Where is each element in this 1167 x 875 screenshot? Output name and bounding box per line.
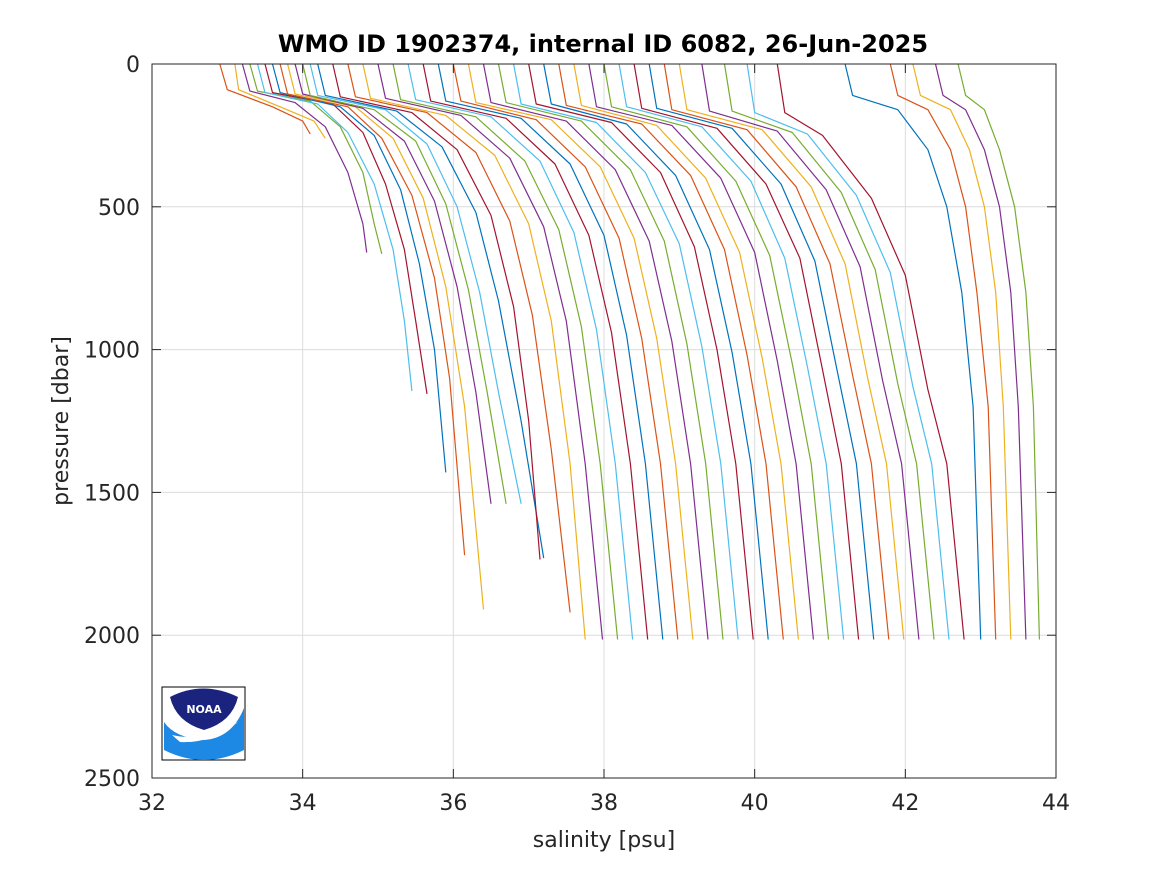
- profile-line-39: [723, 63, 935, 640]
- profile-line-19: [407, 63, 634, 640]
- logo-top-shape: [170, 688, 238, 730]
- profile-line-18: [392, 63, 619, 640]
- profile-lines: [219, 63, 1040, 640]
- x-tick-labels: 32 34 36 38 40 42 44: [138, 791, 1070, 816]
- profile-line-23: [467, 63, 694, 640]
- profile-line-8: [279, 63, 466, 556]
- profile-line-38: [701, 63, 920, 640]
- x-tick-label: 32: [138, 791, 166, 816]
- profile-line-22: [452, 63, 679, 640]
- profile-line-41: [776, 63, 965, 640]
- y-tick-label: 2000: [84, 624, 140, 649]
- x-tick-label: 36: [439, 791, 467, 816]
- profile-line-15: [347, 63, 571, 613]
- profile-line-30: [573, 63, 799, 640]
- profile-line-37: [678, 63, 905, 640]
- profile-line-17: [377, 63, 604, 640]
- profile-line-46: [957, 63, 1040, 640]
- noaa-logo: NOAA: [161, 686, 246, 761]
- y-tick-label: 2500: [84, 767, 140, 792]
- profile-line-35: [648, 63, 875, 640]
- profile-line-32: [603, 63, 830, 640]
- axis-ticks: [151, 63, 1057, 779]
- y-tick-label: 0: [126, 53, 140, 78]
- plot-frame: [151, 63, 1057, 779]
- profile-line-11: [302, 63, 507, 504]
- profile-line-26: [513, 63, 739, 640]
- y-axis-label: pressure [dbar]: [49, 336, 74, 506]
- profile-line-40: [746, 63, 950, 640]
- x-tick-label: 40: [741, 791, 769, 816]
- profile-line-24: [482, 63, 709, 640]
- profile-line-16: [362, 63, 586, 640]
- y-tick-label: 1500: [84, 481, 140, 506]
- logo-gull: [172, 722, 238, 743]
- profile-line-3: [241, 63, 368, 253]
- profile-line-33: [618, 63, 845, 640]
- profile-line-5: [256, 63, 413, 392]
- y-tick-labels: 0 500 1000 1500 2000 2500: [84, 53, 140, 792]
- profile-line-13: [317, 63, 545, 559]
- profile-line-6: [264, 63, 428, 394]
- profile-line-14: [332, 63, 541, 560]
- x-tick-label: 42: [891, 791, 919, 816]
- profile-line-44: [912, 63, 1012, 640]
- x-axis-label: salinity [psu]: [533, 828, 675, 853]
- profile-line-36: [663, 63, 890, 640]
- profile-line-1: [234, 63, 326, 139]
- profile-line-4: [249, 63, 383, 255]
- profile-line-27: [528, 63, 754, 640]
- x-tick-label: 38: [590, 791, 618, 816]
- y-tick-label: 1000: [84, 339, 140, 364]
- profile-line-20: [422, 63, 649, 640]
- profile-line-12: [309, 63, 522, 504]
- profile-line-9: [287, 63, 485, 610]
- profile-line-43: [889, 63, 997, 640]
- chart-title: WMO ID 1902374, internal ID 6082, 26-Jun…: [278, 30, 928, 58]
- profile-line-42: [844, 63, 982, 640]
- profile-line-25: [497, 63, 724, 640]
- profile-line-28: [543, 63, 769, 640]
- y-tick-label: 500: [98, 196, 140, 221]
- profile-line-21: [437, 63, 664, 640]
- profile-line-34: [633, 63, 860, 640]
- x-tick-label: 44: [1042, 791, 1070, 816]
- x-tick-label: 34: [289, 791, 317, 816]
- profile-line-45: [934, 63, 1027, 640]
- profile-line-2: [219, 63, 311, 135]
- logo-text: NOAA: [186, 703, 222, 716]
- logo-bottom-shape: [164, 708, 244, 760]
- profile-line-29: [558, 63, 784, 640]
- profile-line-31: [588, 63, 814, 640]
